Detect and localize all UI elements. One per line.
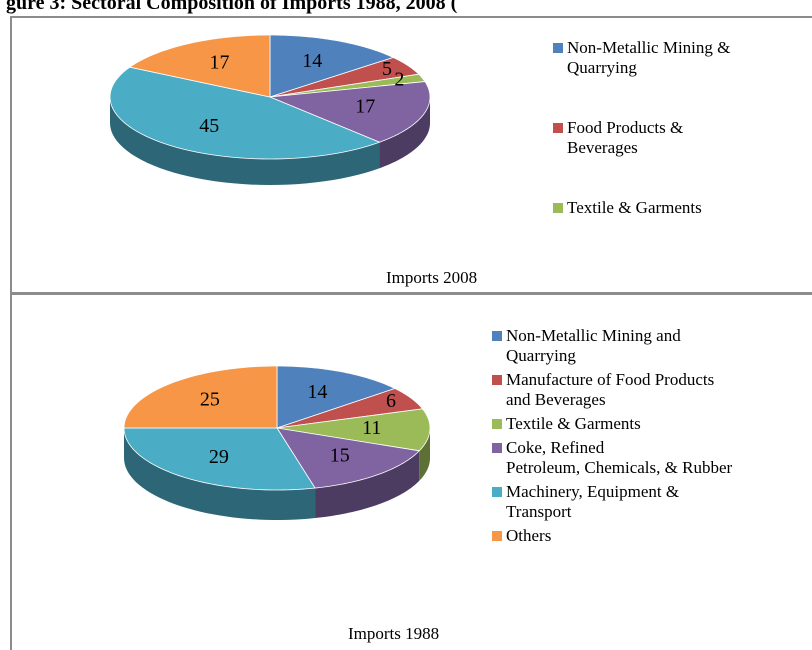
legend-swatch	[553, 203, 563, 213]
slice	[109, 66, 381, 160]
legend-label: Coke, Refined Petroleum, Chemicals, & Ru…	[506, 438, 733, 477]
legend-label: Non-Metallic Mining & Quarrying	[567, 38, 731, 77]
legend-label: Food Products & Beverages	[567, 118, 684, 157]
legend-entry: Non-Metallic Mining and Quarrying	[492, 326, 812, 366]
legend-label: Textile & Garments	[506, 414, 641, 433]
legend-entry: Coke, Refined Petroleum, Chemicals, & Ru…	[492, 438, 812, 478]
data-label: 29	[209, 446, 229, 468]
chart-title: Imports 1988	[348, 624, 440, 643]
data-label: 11	[362, 417, 381, 439]
legend-entry: Textile & Garments	[492, 414, 812, 434]
slice-side	[124, 428, 316, 520]
slice	[123, 365, 278, 429]
data-label: 5	[382, 58, 392, 80]
data-label: 17	[355, 95, 375, 117]
legend-entry: Textile & Garments	[553, 198, 803, 218]
slice	[269, 34, 395, 98]
legend-label: Others	[506, 526, 552, 545]
slice-side	[315, 450, 420, 519]
legend-swatch	[553, 43, 563, 53]
legend-entry: Food Products & Beverages	[553, 118, 803, 158]
legend-swatch	[492, 375, 502, 385]
slice	[276, 365, 396, 429]
slice	[276, 408, 431, 452]
legend-swatch	[492, 443, 502, 453]
data-label: 2	[394, 68, 404, 90]
data-label: 6	[386, 390, 396, 412]
slice	[269, 57, 420, 98]
data-label: 25	[200, 388, 220, 410]
legend-entry: Non-Metallic Mining & Quarrying	[553, 38, 803, 78]
slice	[269, 81, 431, 143]
slice-side	[110, 97, 380, 185]
slice	[123, 427, 316, 491]
legend: Non-Metallic Mining & Quarrying Food Prod…	[553, 38, 803, 258]
legend-entry: Machinery, Equipment & Transport	[492, 482, 812, 522]
slice	[276, 427, 421, 489]
slice-side	[419, 428, 430, 481]
legend-label: Textile & Garments	[567, 198, 702, 217]
slice	[269, 73, 426, 98]
chart-title: Imports 2008	[386, 268, 478, 287]
chart-panel	[10, 293, 812, 650]
slice-side	[379, 97, 430, 169]
data-label: 17	[210, 52, 230, 74]
legend-swatch	[492, 487, 502, 497]
data-label: 14	[302, 50, 322, 72]
legend: Non-Metallic Mining and Quarrying Manufac…	[492, 326, 812, 550]
legend-swatch	[553, 123, 563, 133]
legend-label: Non-Metallic Mining and Quarrying	[506, 326, 681, 365]
page-title: gure 3: Sectoral Composition of Imports …	[6, 0, 458, 14]
legend-swatch	[492, 531, 502, 541]
legend-entry: Manufacture of Food Products and Beverag…	[492, 370, 812, 410]
legend-swatch	[492, 331, 502, 341]
legend-label: Machinery, Equipment & Transport	[506, 482, 680, 521]
legend-swatch	[492, 419, 502, 429]
slice	[128, 34, 271, 98]
legend-label: Manufacture of Food Products and Beverag…	[506, 370, 715, 409]
data-label: 14	[307, 381, 327, 403]
slice	[276, 388, 424, 429]
data-label: 15	[330, 444, 350, 466]
data-label: 45	[199, 115, 219, 137]
legend-entry: Others	[492, 526, 812, 546]
